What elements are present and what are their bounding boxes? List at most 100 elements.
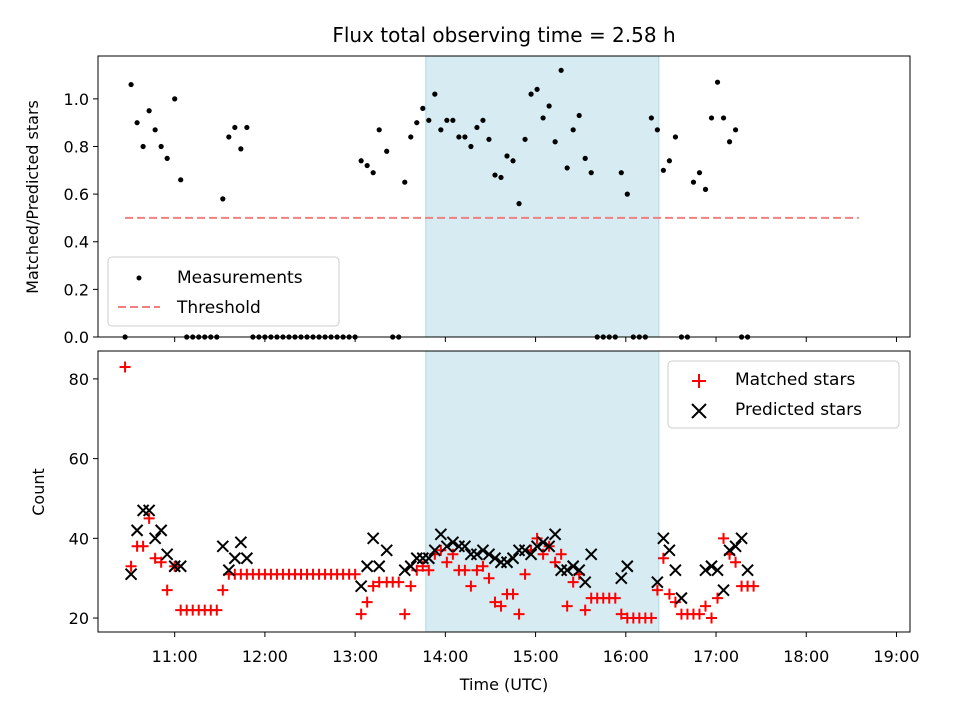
measurement-point	[498, 174, 504, 181]
matched-star-point	[699, 600, 711, 612]
matched-star-point	[125, 560, 137, 572]
matched-star-point	[477, 560, 489, 572]
predicted-star-point	[428, 544, 442, 557]
measurement-point	[420, 105, 426, 111]
measurement-point	[474, 124, 480, 131]
measurement-point	[164, 155, 170, 161]
measurement-point	[238, 146, 244, 152]
bottom-y-ticks: 20 40 60 80	[69, 370, 98, 628]
measurement-point	[660, 167, 666, 173]
matched-star-point	[417, 560, 429, 572]
x-tick-label: 13:00	[332, 647, 378, 666]
measurement-point	[444, 117, 450, 123]
top-y-axis-label: Matched/Predicted stars	[23, 100, 42, 294]
matched-star-point	[531, 532, 543, 544]
measurement-point	[492, 172, 498, 178]
matched-star-point	[567, 576, 579, 588]
predicted-star-point	[228, 552, 242, 565]
measurement-point	[720, 115, 727, 121]
predicted-star-point	[488, 552, 502, 565]
predicted-star-point	[548, 528, 562, 541]
matched-star-point	[435, 544, 447, 556]
measurement-point	[708, 115, 715, 121]
measurement-point	[702, 186, 709, 192]
matched-star-point	[161, 584, 173, 596]
matched-star-point	[651, 584, 663, 596]
legend-measurements-marker	[136, 275, 142, 281]
measurement-point	[376, 127, 382, 133]
matched-star-point	[423, 564, 435, 576]
top-legend-box	[107, 256, 340, 327]
predicted-star-point	[440, 540, 454, 553]
predicted-star-point	[354, 579, 368, 593]
predicted-star-point	[366, 532, 380, 545]
predicted-star-point	[663, 544, 676, 557]
matched-star-point	[663, 588, 675, 600]
measurement-point	[462, 134, 468, 140]
measurement-point	[140, 143, 146, 150]
predicted-star-point	[372, 560, 386, 573]
matched-star-point	[615, 608, 627, 620]
top-y-tick-label: 0.8	[64, 137, 89, 156]
measurement-point	[226, 134, 232, 140]
matched-star-point	[706, 612, 718, 624]
matched-star-point	[718, 532, 730, 544]
matched-star-point	[393, 576, 405, 588]
matched-star-point	[155, 556, 167, 568]
measurement-point	[364, 162, 370, 169]
predicted-star-point	[675, 591, 688, 605]
top-y-tick-label: 0.2	[64, 280, 89, 299]
measurement-point	[178, 177, 184, 183]
measurement-point	[438, 127, 444, 133]
predicted-star-point	[148, 532, 162, 545]
top-x-ticks	[174, 337, 897, 342]
predicted-star-point	[476, 544, 490, 557]
predicted-star-point	[154, 524, 168, 537]
predicted-star-point	[482, 548, 496, 561]
measurement-point	[558, 67, 564, 73]
matched-star-point	[507, 588, 519, 600]
predicted-star-point	[240, 552, 254, 565]
measurement-point	[486, 136, 492, 142]
predicted-star-point	[651, 575, 664, 589]
measurement-point	[546, 103, 552, 109]
legend-matched-marker	[692, 374, 706, 388]
predicted-star-point	[360, 560, 374, 573]
top-y-ticks: 0.0 0.2 0.4 0.6 0.8 1.0	[64, 90, 98, 347]
measurement-point	[370, 170, 376, 176]
measurement-point	[588, 170, 594, 176]
measurement-point	[714, 79, 721, 85]
predicted-star-point	[130, 524, 144, 537]
top-panel: Flux total observing time = 2.58 h 0.00.…	[23, 23, 911, 347]
measurement-point	[408, 134, 414, 140]
measurement-point	[540, 115, 546, 121]
predicted-star-point	[699, 564, 712, 577]
measurement-point	[534, 86, 540, 92]
measurement-point	[128, 81, 134, 88]
measurement-point	[648, 115, 654, 121]
measurement-point	[666, 158, 673, 164]
x-tick-label: 17:00	[693, 647, 739, 666]
legend-predicted-marker	[691, 403, 707, 419]
measurement-point	[732, 127, 739, 133]
predicted-star-point	[741, 564, 754, 577]
bottom-y-axis-label: Count	[29, 468, 48, 516]
bottom-y-tick-label: 80	[69, 370, 89, 389]
matched-star-point	[361, 596, 373, 608]
measurement-point	[672, 134, 679, 140]
measurement-point	[726, 139, 733, 145]
predicted-star-point	[669, 564, 682, 577]
bottom-y-tick-label: 40	[69, 529, 89, 548]
measurement-point	[220, 196, 226, 202]
x-tick-label: 18:00	[783, 647, 829, 666]
measurement-point	[402, 179, 408, 185]
matched-star-point	[561, 600, 573, 612]
legend-matched-label: Matched stars	[735, 370, 855, 390]
matched-star-point	[712, 592, 724, 604]
predicted-star-point	[506, 552, 520, 565]
predicted-star-point	[174, 560, 187, 573]
predicted-star-point	[585, 548, 598, 561]
matched-star-point	[211, 604, 223, 616]
matched-star-point	[143, 512, 155, 524]
measurement-point	[134, 120, 140, 126]
